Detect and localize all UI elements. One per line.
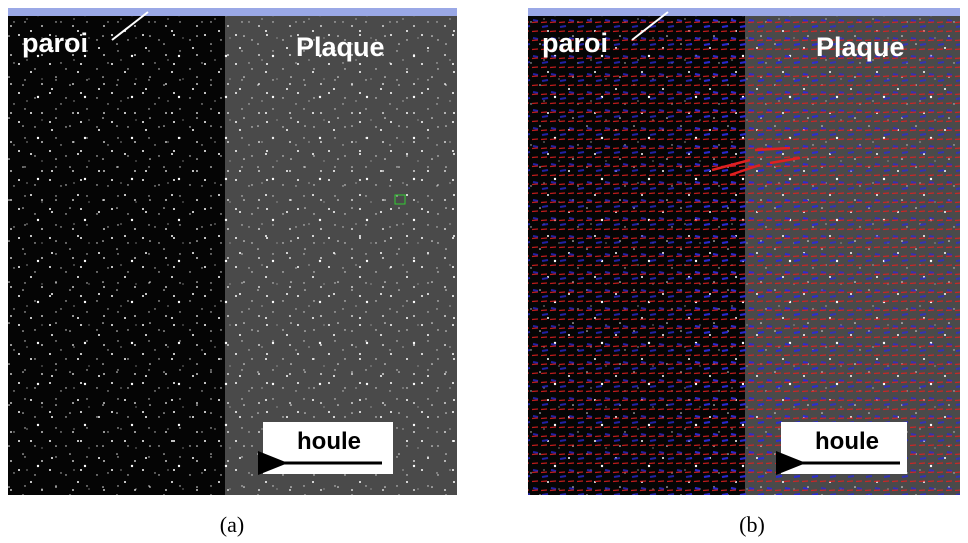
vectors-red (528, 8, 960, 495)
plate-label: Plaque (296, 32, 385, 62)
wall-label: paroi (542, 28, 608, 58)
pointer (631, 11, 669, 41)
panel-a: paroi Plaque houle (a) (8, 8, 457, 537)
roi (394, 194, 406, 205)
particles (8, 8, 457, 495)
panel-b: paroi Plaque houle (b) (528, 8, 960, 537)
wave-label: houle (297, 428, 361, 455)
wall-label: paroi (22, 28, 88, 58)
free-surface (8, 8, 457, 16)
caption: (b) (739, 512, 765, 537)
pointer (111, 11, 149, 41)
caption: (a) (220, 512, 244, 537)
plate-label: Plaque (816, 32, 905, 62)
free-surface (528, 8, 960, 16)
wave-label: houle (815, 428, 879, 455)
vectors-large (711, 146, 801, 177)
